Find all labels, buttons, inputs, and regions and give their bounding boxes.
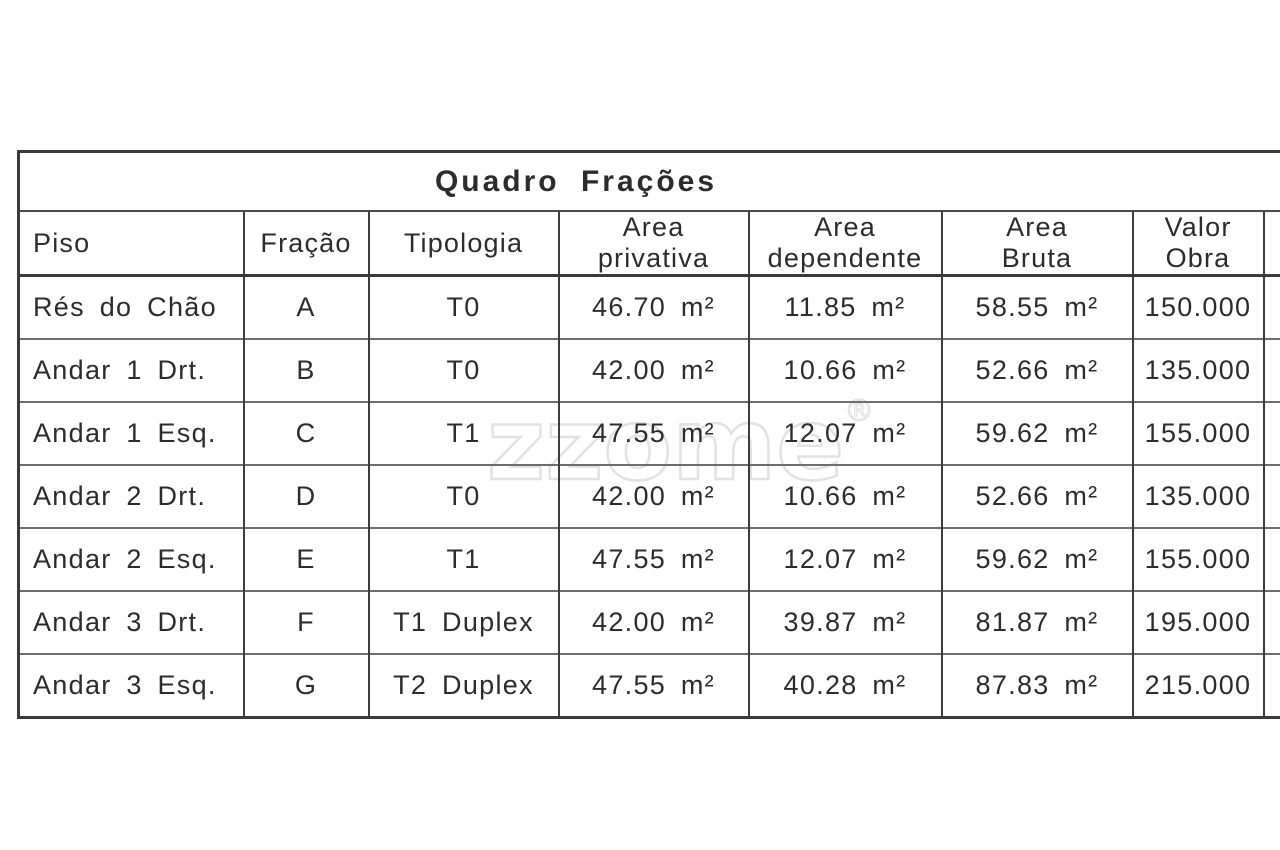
cell-tipologia: T2 Duplex <box>367 653 559 718</box>
header-label-line2: dependente <box>767 243 923 273</box>
header-label: Piso <box>33 227 91 258</box>
cell-piso: Andar 3 Drt. <box>18 590 244 654</box>
cell-tipologia: T0 <box>367 338 559 402</box>
cell-valor-obra: 150.000 <box>1131 274 1264 339</box>
cell-area-bruta: 87.83 m² <box>940 653 1133 718</box>
header-area-bruta: Area Bruta <box>940 211 1133 277</box>
header-label-line1: Area <box>622 212 685 242</box>
header-area-dependente: Area dependente <box>747 211 942 277</box>
cell-area-privativa: 42.00 m² <box>557 464 749 528</box>
header-label-line1: Area <box>814 212 876 242</box>
cell-area-dependente: 39.87 m² <box>747 590 942 654</box>
cell-tipologia: T1 <box>367 527 559 591</box>
cell-valor-obra: 195.000 <box>1131 590 1264 654</box>
cell-valor-obra: 135.000 <box>1131 338 1264 402</box>
table-row: Andar 1 Drt. B T0 42.00 m² 10.66 m² 52.6… <box>18 338 1280 402</box>
cell-area-dependente: 11.85 m² <box>747 274 942 339</box>
cell-area-privativa: 47.55 m² <box>557 527 749 591</box>
cell-valor-obra: 155.000 <box>1131 401 1264 465</box>
table-row: Andar 1 Esq. C T1 47.55 m² 12.07 m² 59.6… <box>18 401 1280 465</box>
cell-area-privativa: 46.70 m² <box>557 274 749 339</box>
cell-extra-cut <box>1262 338 1280 402</box>
cell-area-bruta: 59.62 m² <box>940 527 1133 591</box>
cell-tipologia: T1 <box>367 401 559 465</box>
cell-valor-obra: 215.000 <box>1131 653 1264 718</box>
cell-tipologia: T0 <box>367 464 559 528</box>
cell-fracao: G <box>242 653 369 718</box>
table-row: Andar 2 Esq. E T1 47.55 m² 12.07 m² 59.6… <box>18 527 1280 591</box>
table-row: Rés do Chão A T0 46.70 m² 11.85 m² 58.55… <box>18 274 1280 339</box>
quadro-fracoes-table: Quadro Frações Piso Fração Tipologia Are… <box>17 150 1280 719</box>
cell-area-privativa: 47.55 m² <box>557 401 749 465</box>
cell-extra-cut <box>1262 274 1280 339</box>
cell-extra-cut <box>1262 464 1280 528</box>
cell-area-privativa: 42.00 m² <box>557 338 749 402</box>
cell-extra-cut <box>1262 527 1280 591</box>
cell-piso: Andar 3 Esq. <box>18 653 244 718</box>
header-label-line1: Area <box>1006 212 1068 242</box>
header-label: Fração <box>260 227 352 258</box>
cell-valor-obra: 135.000 <box>1131 464 1264 528</box>
cell-area-bruta: 52.66 m² <box>940 464 1133 528</box>
cell-area-privativa: 42.00 m² <box>557 590 749 654</box>
cell-area-bruta: 59.62 m² <box>940 401 1133 465</box>
header-label: Tipologia <box>403 227 524 258</box>
header-piso: Piso <box>18 211 244 277</box>
fractions-table: Quadro Frações Piso Fração Tipologia Are… <box>17 150 1280 719</box>
cell-area-bruta: 81.87 m² <box>940 590 1133 654</box>
cell-area-dependente: 12.07 m² <box>747 401 942 465</box>
header-label-line1: Valor <box>1164 212 1232 242</box>
header-valor-obra: Valor Obra <box>1131 211 1264 277</box>
table-row: Andar 2 Drt. D T0 42.00 m² 10.66 m² 52.6… <box>18 464 1280 528</box>
header-area-privativa: Area privativa <box>557 211 749 277</box>
cell-fracao: B <box>242 338 369 402</box>
cell-area-dependente: 40.28 m² <box>747 653 942 718</box>
cell-fracao: E <box>242 527 369 591</box>
cell-area-bruta: 52.66 m² <box>940 338 1133 402</box>
cell-area-dependente: 10.66 m² <box>747 464 942 528</box>
table-row: Andar 3 Drt. F T1 Duplex 42.00 m² 39.87 … <box>18 590 1280 654</box>
header-extra-cut <box>1262 211 1280 277</box>
cell-fracao: F <box>242 590 369 654</box>
header-tipologia: Tipologia <box>367 211 559 277</box>
cell-piso: Andar 1 Esq. <box>18 401 244 465</box>
cell-extra-cut <box>1262 590 1280 654</box>
cell-fracao: C <box>242 401 369 465</box>
cell-area-dependente: 10.66 m² <box>747 338 942 402</box>
cell-extra-cut <box>1262 401 1280 465</box>
header-label-line2: Obra <box>1165 243 1231 273</box>
header-label-line2: privativa <box>597 243 710 273</box>
header-fracao: Fração <box>242 211 369 277</box>
cell-piso: Andar 2 Drt. <box>18 464 244 528</box>
title-row: Quadro Frações <box>18 151 1280 212</box>
cell-area-dependente: 12.07 m² <box>747 527 942 591</box>
cell-area-bruta: 58.55 m² <box>940 274 1133 339</box>
cell-area-privativa: 47.55 m² <box>557 653 749 718</box>
table-row: Andar 3 Esq. G T2 Duplex 47.55 m² 40.28 … <box>18 653 1280 718</box>
page-title: Quadro Frações <box>18 151 1280 212</box>
cell-fracao: D <box>242 464 369 528</box>
cell-tipologia: T1 Duplex <box>367 590 559 654</box>
cell-valor-obra: 155.000 <box>1131 527 1264 591</box>
cell-piso: Andar 1 Drt. <box>18 338 244 402</box>
cell-extra-cut <box>1262 653 1280 718</box>
cell-piso: Rés do Chão <box>18 274 244 339</box>
header-row: Piso Fração Tipologia Area privativa Area… <box>18 211 1280 277</box>
header-label-line2: Bruta <box>1001 243 1073 273</box>
cell-piso: Andar 2 Esq. <box>18 527 244 591</box>
cell-fracao: A <box>242 274 369 339</box>
cell-tipologia: T0 <box>367 274 559 339</box>
